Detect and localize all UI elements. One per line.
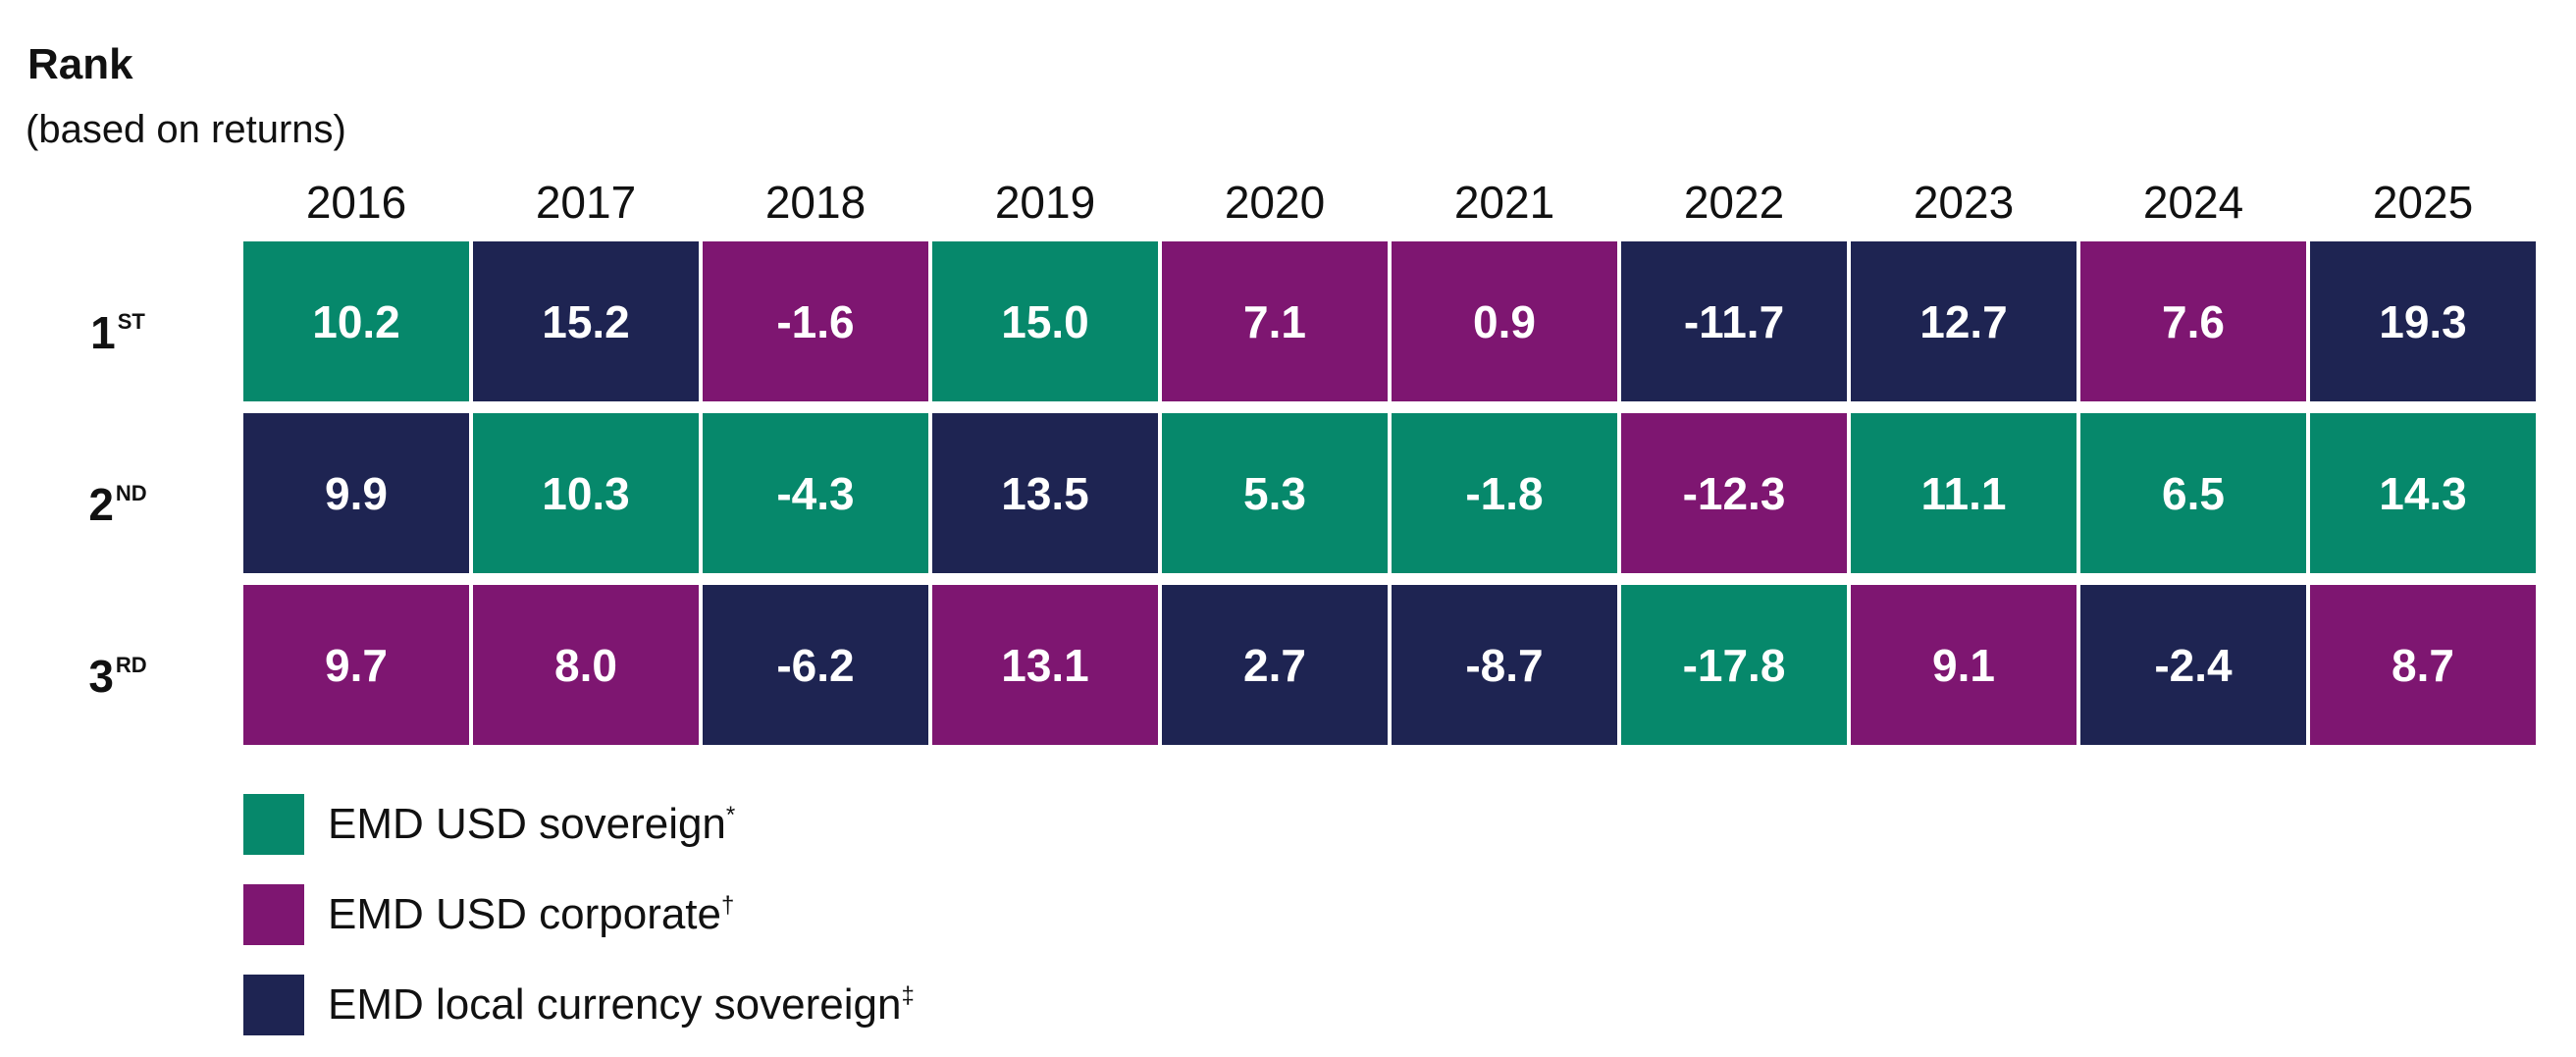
- return-value: -17.8: [1682, 639, 1786, 691]
- return-value: -6.2: [776, 639, 855, 691]
- year-label: 2016: [305, 177, 407, 228]
- year-label: 2023: [1913, 177, 2015, 228]
- return-value: 14.3: [2379, 467, 2467, 519]
- return-value: 10.3: [542, 467, 630, 519]
- rank-number: 3: [88, 650, 114, 702]
- return-cell: 12.7: [1851, 241, 2077, 401]
- return-cell: 15.0: [932, 241, 1158, 401]
- return-value: 13.5: [1001, 467, 1089, 519]
- return-cell: 7.1: [1162, 241, 1388, 401]
- legend-name: EMD USD sovereign: [328, 800, 726, 848]
- return-value: 8.7: [2392, 639, 2454, 691]
- rank-number: 2: [88, 478, 114, 530]
- return-value: 9.7: [325, 639, 388, 691]
- chart-subtitle: (based on returns): [26, 108, 346, 151]
- return-cell: 14.3: [2310, 413, 2536, 573]
- legend-item: EMD local currency sovereign‡: [243, 974, 915, 1036]
- legend-name: EMD local currency sovereign: [328, 980, 902, 1029]
- return-cell: 13.1: [932, 585, 1158, 745]
- return-value: 11.1: [1920, 467, 2007, 519]
- rank-label: 1ST: [59, 288, 177, 358]
- legend-footnote-mark: *: [725, 802, 736, 828]
- legend-label: EMD USD corporate†: [328, 890, 734, 939]
- return-cell: -12.3: [1621, 413, 1847, 573]
- year-label: 2020: [1224, 177, 1326, 228]
- year-label: 2019: [994, 177, 1096, 228]
- year-label: 2022: [1683, 177, 1785, 228]
- return-value: 9.1: [1932, 639, 1995, 691]
- return-value: 19.3: [2379, 295, 2467, 347]
- rank-label: 3RD: [59, 631, 177, 702]
- legend-swatch: [243, 975, 304, 1035]
- return-cell: 9.7: [243, 585, 469, 745]
- return-cell: 13.5: [932, 413, 1158, 573]
- return-cell: -4.3: [703, 413, 928, 573]
- year-label: 2017: [535, 177, 637, 228]
- return-value: -2.4: [2154, 639, 2233, 691]
- chart-title: Rank: [27, 40, 133, 88]
- return-cell: -1.6: [703, 241, 928, 401]
- return-value: 8.0: [554, 639, 617, 691]
- return-cell: 19.3: [2310, 241, 2536, 401]
- legend-item: EMD USD corporate†: [243, 883, 734, 946]
- return-value: -8.7: [1465, 639, 1544, 691]
- return-cell: 9.1: [1851, 585, 2077, 745]
- return-cell: -8.7: [1392, 585, 1617, 745]
- return-value: -1.8: [1465, 467, 1544, 519]
- return-cell: 9.9: [243, 413, 469, 573]
- return-value: -4.3: [776, 467, 855, 519]
- return-value: 7.6: [2162, 295, 2225, 347]
- return-value: 13.1: [1001, 639, 1089, 691]
- year-label: 2021: [1453, 177, 1555, 228]
- year-label: 2018: [764, 177, 867, 228]
- legend-footnote-mark: †: [721, 892, 735, 919]
- return-value: -11.7: [1683, 295, 1785, 347]
- return-cell: 11.1: [1851, 413, 2077, 573]
- return-cell: 10.3: [473, 413, 699, 573]
- return-value: 15.0: [1001, 295, 1089, 347]
- legend-name: EMD USD corporate: [328, 890, 722, 938]
- return-cell: 10.2: [243, 241, 469, 401]
- return-value: 0.9: [1473, 295, 1536, 347]
- rank-suffix: ST: [117, 308, 145, 334]
- return-cell: 6.5: [2080, 413, 2306, 573]
- legend-footnote-mark: ‡: [901, 982, 915, 1009]
- return-value: 12.7: [1919, 295, 2008, 347]
- return-cell: 0.9: [1392, 241, 1617, 401]
- return-value: 15.2: [542, 295, 630, 347]
- return-cell: 8.7: [2310, 585, 2536, 745]
- return-cell: 5.3: [1162, 413, 1388, 573]
- year-label: 2025: [2372, 177, 2474, 228]
- legend-swatch: [243, 884, 304, 945]
- legend-item: EMD USD sovereign*: [243, 793, 735, 856]
- legend-swatch: [243, 794, 304, 855]
- rank-label: 2ND: [59, 459, 177, 530]
- return-cell: 7.6: [2080, 241, 2306, 401]
- return-value: -12.3: [1682, 467, 1786, 519]
- return-cell: -11.7: [1621, 241, 1847, 401]
- return-value: 5.3: [1243, 467, 1306, 519]
- rank-suffix: RD: [115, 652, 147, 677]
- return-value: -1.6: [776, 295, 855, 347]
- return-cell: -6.2: [703, 585, 928, 745]
- return-cell: 2.7: [1162, 585, 1388, 745]
- return-value: 10.2: [312, 295, 400, 347]
- rank-number: 1: [90, 306, 116, 358]
- return-cell: -1.8: [1392, 413, 1617, 573]
- legend-label: EMD USD sovereign*: [328, 800, 735, 849]
- return-value: 9.9: [325, 467, 388, 519]
- return-cell: 15.2: [473, 241, 699, 401]
- return-value: 7.1: [1243, 295, 1306, 347]
- year-label: 2024: [2142, 177, 2244, 228]
- legend-label: EMD local currency sovereign‡: [328, 980, 915, 1030]
- return-cell: -2.4: [2080, 585, 2306, 745]
- return-cell: 8.0: [473, 585, 699, 745]
- rank-suffix: ND: [115, 480, 147, 505]
- return-value: 6.5: [2162, 467, 2225, 519]
- return-value: 2.7: [1243, 639, 1306, 691]
- return-cell: -17.8: [1621, 585, 1847, 745]
